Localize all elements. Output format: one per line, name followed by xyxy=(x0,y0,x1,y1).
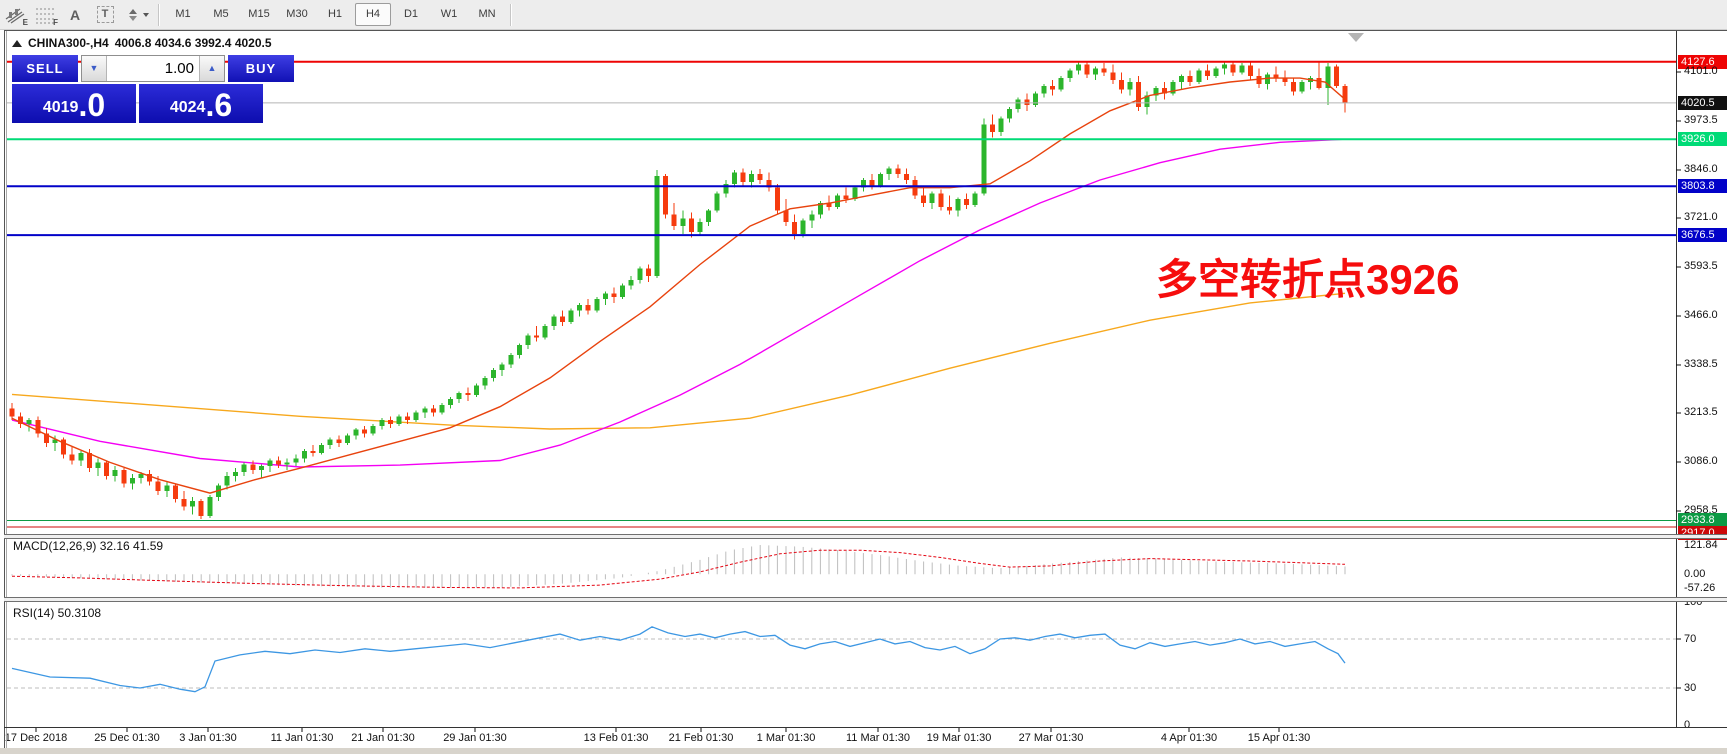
date-axis-label: 15 Apr 01:30 xyxy=(1247,732,1311,744)
level-badge-4127.6: 4127.6 xyxy=(1678,54,1727,69)
buy-button[interactable]: BUY xyxy=(228,55,294,82)
bid-price-main: 4019 xyxy=(42,99,79,116)
window-bottom-strip xyxy=(0,748,1727,754)
timeframe-button-m5[interactable]: M5 xyxy=(213,8,229,20)
timeframe-button-m30[interactable]: M30 xyxy=(286,8,308,20)
equidistant-channel-icon[interactable]: E xyxy=(0,3,30,27)
volume-increase-button[interactable]: ▲ xyxy=(199,56,224,81)
date-axis-label: 21 Jan 01:30 xyxy=(351,732,415,744)
macd-indicator-label: MACD(12,26,9) 32.16 41.59 xyxy=(13,539,164,553)
date-axis-label: 11 Jan 01:30 xyxy=(270,732,334,744)
chart-shift-marker-icon[interactable] xyxy=(1348,33,1364,42)
price-axis-tick: 3086.0 xyxy=(1684,455,1718,467)
date-axis-label: 25 Dec 01:30 xyxy=(94,732,160,744)
bid-price-fraction: .0 xyxy=(78,87,106,123)
volume-decrease-button[interactable]: ▼ xyxy=(82,56,107,81)
macd-panel xyxy=(11,545,1346,589)
text-icon[interactable]: A xyxy=(69,6,81,23)
toolbar-separator xyxy=(510,3,512,26)
rsi-line xyxy=(11,626,1346,693)
chart-text-annotation: 多空转折点3926 xyxy=(1156,256,1460,303)
timeframe-group: M1 M5 M15 M30 H1 H4 D1 W1 MN xyxy=(164,0,506,29)
macd-axis-tick: -57.26 xyxy=(1684,582,1716,594)
macd-signal-line xyxy=(11,549,1346,589)
price-axis-tick: 3721.0 xyxy=(1684,211,1718,223)
rsi-panel xyxy=(7,626,1676,693)
date-axis-label: 4 Apr 01:30 xyxy=(1160,732,1218,744)
rsi-indicator-label: RSI(14) 50.3108 xyxy=(13,606,102,620)
bid-price-box[interactable]: 4019 .0 xyxy=(12,84,136,123)
level-badge-3803.8: 3803.8 xyxy=(1678,179,1727,194)
timeframe-button-mn[interactable]: MN xyxy=(478,8,496,20)
current-price-badge: 4020.5 xyxy=(1678,95,1727,110)
volume-input[interactable] xyxy=(107,56,199,81)
macd-axis-tick: 0.00 xyxy=(1684,568,1706,581)
date-axis-label: 13 Feb 01:30 xyxy=(583,732,649,744)
date-axis-label: 1 Mar 01:30 xyxy=(756,732,816,744)
ask-price-fraction: .6 xyxy=(205,87,233,123)
main-price-panel xyxy=(7,60,1676,528)
arrows-icon[interactable] xyxy=(120,3,154,27)
price-axis-tick: 3338.5 xyxy=(1684,357,1718,370)
price-axis-tick: 2958.5 xyxy=(1684,503,1718,516)
ohlc-values: 4006.8 4034.6 3992.4 4020.5 xyxy=(114,36,272,50)
icon-sub-letter: E xyxy=(22,17,28,27)
toolbar: E F A T M1 M5 M15 M30 H1 H4 D1 W1 MN xyxy=(0,0,1727,30)
date-axis-label: 27 Mar 01:30 xyxy=(1018,732,1084,744)
icon-sub-letter: F xyxy=(53,17,58,27)
text-label-icon[interactable]: T xyxy=(90,3,120,27)
fibonacci-icon[interactable]: F xyxy=(30,3,60,27)
panel-separator-macd[interactable] xyxy=(4,534,1727,539)
timeframe-button-m1[interactable]: M1 xyxy=(175,8,191,20)
rsi-axis-tick: 0 xyxy=(1684,718,1691,731)
ma-slow-line xyxy=(11,292,1346,430)
ma-fast-line xyxy=(11,77,1346,494)
rsi-axis-tick: 70 xyxy=(1684,633,1697,645)
timeframe-button-w1[interactable]: W1 xyxy=(440,8,458,20)
price-axis-tick: 3593.5 xyxy=(1684,260,1718,272)
date-axis-label: 3 Jan 01:30 xyxy=(179,732,237,744)
date-axis-label: 19 Mar 01:30 xyxy=(926,732,992,744)
timeframe-button-h4[interactable]: H4 xyxy=(355,3,391,26)
window-left-border xyxy=(4,30,5,748)
volume-stepper: ▼ ▲ xyxy=(81,55,225,82)
panel-separator-rsi[interactable] xyxy=(4,597,1727,602)
candles xyxy=(9,61,1348,519)
symbol-period-label: CHINA300-,H4 xyxy=(28,36,109,50)
price-axis-tick: 3973.5 xyxy=(1684,113,1718,126)
ask-price-box[interactable]: 4024 .6 xyxy=(139,84,263,123)
window-left-border-inner xyxy=(6,31,7,748)
date-axis-line xyxy=(4,727,1727,728)
level-badge-2933.8: 2933.8 xyxy=(1678,513,1727,528)
price-axis-tick: 3466.0 xyxy=(1684,308,1718,321)
collapse-trade-panel-icon[interactable] xyxy=(12,39,22,47)
window-top-border xyxy=(4,30,1727,31)
macd-axis-tick: 121.84 xyxy=(1684,539,1718,551)
date-axis-label: 17 Dec 2018 xyxy=(4,732,68,744)
line-studies-group: E F A T xyxy=(0,0,154,29)
ask-price-main: 4024 xyxy=(169,99,206,116)
timeframe-button-h1[interactable]: H1 xyxy=(327,8,343,20)
date-axis-label: 29 Jan 01:30 xyxy=(443,732,507,744)
level-badge-3676.5: 3676.5 xyxy=(1678,228,1727,243)
ma-mid-line xyxy=(11,138,1346,468)
one-click-trading-panel: SELL ▼ ▲ BUY 4019 .0 4024 .6 xyxy=(12,55,294,123)
price-axis-tick: 3846.0 xyxy=(1684,162,1718,175)
sell-button[interactable]: SELL xyxy=(12,55,78,82)
date-axis-label: 11 Mar 01:30 xyxy=(845,732,911,744)
toolbar-separator xyxy=(158,3,160,26)
price-axis-tick: 4101.0 xyxy=(1684,65,1718,77)
date-axis-label: 21 Feb 01:30 xyxy=(668,732,734,744)
level-badge-3926.0: 3926.0 xyxy=(1678,132,1727,147)
dropdown-arrow-icon xyxy=(143,12,149,17)
timeframe-button-m15[interactable]: M15 xyxy=(248,8,270,20)
price-axis-tick: 3213.5 xyxy=(1684,406,1718,418)
chart-title: CHINA300-,H4 4006.8 4034.6 3992.4 4020.5 xyxy=(12,36,272,50)
timeframe-button-d1[interactable]: D1 xyxy=(403,8,419,20)
rsi-axis-tick: 30 xyxy=(1684,682,1697,694)
